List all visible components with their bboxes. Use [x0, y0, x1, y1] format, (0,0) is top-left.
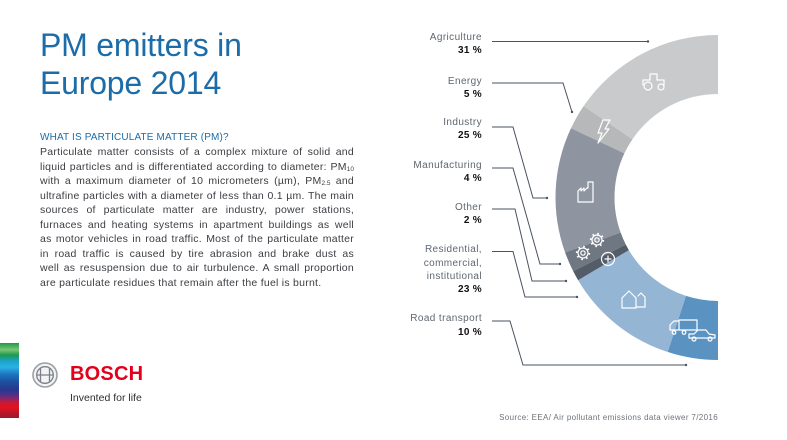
legend-label-industry: Industry 25 %: [380, 116, 482, 143]
legend-value: 25 %: [458, 129, 482, 141]
legend-value: 5 %: [463, 88, 482, 100]
legend-name: Agriculture: [429, 32, 482, 43]
donut-segment-industry: [555, 128, 625, 253]
brand-tagline: Invented for life: [70, 392, 142, 404]
legend-value: 23 %: [458, 284, 482, 296]
legend-label-other: Other 2 %: [380, 201, 482, 228]
line-text: liquid particles and is differentiated a…: [40, 160, 347, 173]
page-title: PM emitters in Europe 2014: [40, 26, 242, 102]
line-text: ultrafine particles with a diameter of l…: [40, 189, 354, 202]
paragraph-line: in road traffic is caused by tire abrasi…: [40, 247, 354, 262]
line-text-after: and: [330, 175, 354, 188]
donut-segment-agriculture: [583, 35, 718, 140]
brand-color-strip: [0, 343, 19, 418]
line-text: as motor vehicles in road traffic. Most …: [40, 233, 354, 246]
leader-line-energy: [492, 82, 573, 113]
donut-segment-manufacturing: [565, 232, 626, 272]
intro-heading: WHAT IS PARTICULATE MATTER (PM)?: [40, 132, 229, 143]
segment-icons: [575, 73, 716, 342]
intro-paragraph: Particulate matter consists of a complex…: [40, 145, 354, 290]
donut-segment-residential-commercial-institutional: [578, 250, 687, 353]
tractor-icon: [642, 73, 665, 91]
legend-label-manufacturing: Manufacturing 4 %: [380, 159, 482, 186]
leader-dot: [558, 262, 562, 266]
factory-icon: [577, 181, 594, 203]
legend-name: Road transport: [410, 313, 482, 325]
paragraph-line: liquid particles and is differentiated a…: [40, 160, 354, 175]
leader-dot: [545, 196, 549, 200]
paragraph-line: as motor vehicles in road traffic. Most …: [40, 232, 354, 247]
donut-segment-other: [573, 244, 629, 281]
houses-icon: [621, 290, 646, 309]
line-text: Particulate matter consists of a complex…: [40, 146, 354, 158]
legend-name: Industry: [443, 116, 482, 128]
subscript: 10: [346, 165, 354, 173]
legend-value: 31 %: [458, 45, 482, 57]
donut-segment-road-transport: [667, 295, 718, 360]
legend-label-road-transport: Road transport 10 %: [380, 312, 482, 339]
page-title-line-1: PM emitters in: [40, 27, 242, 63]
legend-name: commercial,: [423, 257, 482, 269]
leader-dot: [575, 295, 579, 299]
paragraph-line: furnaces and heating systems in apartmen…: [40, 218, 354, 233]
leader-line-end-dots: [545, 40, 688, 367]
leader-line-residential: [492, 251, 577, 298]
subscript: 2.5: [321, 180, 331, 188]
leader-line-industry: [492, 126, 547, 199]
paragraph-line: with a maximum diameter of 10 micrometer…: [40, 174, 354, 189]
legend-value: 2 %: [463, 215, 482, 227]
line-text: are particulate residues that remain aft…: [40, 276, 322, 289]
gear-icon: [575, 245, 591, 261]
leader-dot: [564, 279, 568, 283]
page-title-line-2: Europe 2014: [40, 65, 222, 101]
legend-value: 4 %: [463, 173, 482, 185]
leader-line-other: [492, 208, 566, 282]
paragraph-line: Particulate matter consists of a complex…: [40, 145, 354, 160]
line-text: sources of particulate matter are indust…: [40, 204, 354, 217]
paragraph-line: well as resuspension due to air turbulen…: [40, 261, 354, 276]
leader-line-manufacturing: [492, 167, 560, 265]
bosch-armature-logo-icon: [32, 362, 58, 388]
gears-icon: [575, 232, 605, 261]
donut-segments: [555, 35, 718, 360]
legend-name: Residential,: [424, 244, 482, 256]
source-note: Source: EEA/ Air pollutant emissions dat…: [499, 413, 718, 422]
lightning-icon: [597, 119, 611, 144]
leader-line-road-transport: [492, 320, 686, 366]
brand-name: BOSCH: [70, 363, 144, 385]
legend-value: 10 %: [458, 326, 482, 338]
donut-segment-energy: [570, 106, 633, 154]
line-text: in road traffic is caused by tire abrasi…: [40, 247, 354, 260]
gear-icon: [589, 232, 605, 248]
paragraph-line: sources of particulate matter are indust…: [40, 203, 354, 218]
line-text: furnaces and heating systems in apartmen…: [40, 218, 354, 231]
leader-dot: [646, 40, 650, 43]
legend-label-residential: Residential, commercial, institutional 2…: [380, 243, 482, 296]
legend-label-agriculture: Agriculture 31 %: [380, 31, 482, 58]
plus-circle-icon: [600, 251, 616, 267]
paragraph-line: ultrafine particles with a diameter of l…: [40, 189, 354, 204]
paragraph-line: are particulate residues that remain aft…: [40, 276, 354, 291]
leader-dot: [684, 363, 688, 367]
line-text: well as resuspension due to air turbulen…: [40, 262, 354, 275]
legend-name: Other: [454, 202, 482, 213]
leader-lines: [492, 41, 686, 366]
line-text: with a maximum diameter of 10 micrometer…: [40, 175, 322, 188]
legend-label-energy: Energy 5 %: [380, 75, 482, 102]
truck-car-icon: [669, 319, 716, 342]
legend-name: Manufacturing: [413, 160, 482, 171]
leader-dot: [570, 110, 574, 114]
legend-name: institutional: [426, 270, 482, 282]
legend-name: Energy: [447, 75, 482, 87]
